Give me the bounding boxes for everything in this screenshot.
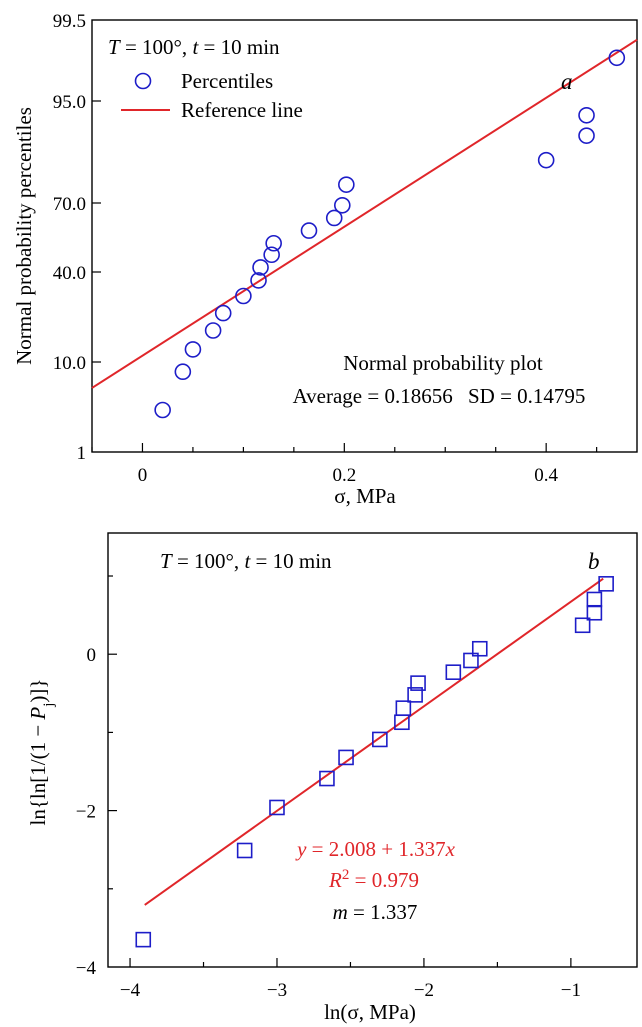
eq-x: x — [445, 837, 456, 861]
fit-line — [144, 577, 604, 906]
panel-a-x-axis-label: σ, MPa — [334, 484, 396, 508]
sd-label: SD = 0.14795 — [468, 384, 585, 408]
data-point-5 — [338, 749, 354, 766]
percentile-point-18 — [608, 49, 626, 67]
panel-a-legend: Percentiles Reference line — [121, 69, 303, 122]
data-point-1 — [135, 931, 152, 948]
normal-plot-title: Normal probability plot — [343, 351, 543, 375]
ylabel-suffix: )]} — [26, 679, 50, 703]
panel-b-ticks: −4 −3 −2 −1 −4 −2 0 — [76, 575, 581, 1001]
data-point-4 — [319, 770, 335, 787]
panel-a-y-tick-label: 95.0 — [53, 92, 86, 113]
panel-a-t-symbol: t — [192, 35, 199, 59]
percentile-point-14 — [338, 176, 355, 193]
panel-b-marks — [135, 576, 614, 948]
percentile-point-8 — [252, 259, 269, 276]
data-point-8 — [395, 700, 412, 716]
panel-a-ticks: 0 0.2 0.4 1 10.0 40.0 70.0 95.0 99.5 — [53, 11, 598, 486]
data-point-2 — [236, 842, 253, 859]
panel-b-x-axis-label: ln(σ, MPa) — [324, 1000, 416, 1024]
percentile-point-1 — [154, 401, 171, 419]
legend-reference-line-label: Reference line — [181, 98, 303, 122]
reference-line — [91, 38, 638, 389]
data-point-9 — [407, 687, 423, 703]
panel-a-T-symbol: T — [108, 35, 121, 59]
percentile-point-17 — [578, 106, 595, 124]
panel-a-marks — [91, 38, 638, 419]
fit-equation: y = 2.008 + 1.337x — [295, 837, 456, 861]
m-value: = 1.337 — [348, 900, 418, 924]
percentile-point-15 — [537, 151, 555, 169]
percentile-point-10 — [265, 234, 282, 252]
percentile-point-3 — [184, 341, 202, 358]
panel-b-T-value: = 100°, — [177, 549, 239, 573]
legend-percentiles-label: Percentiles — [181, 69, 273, 93]
percentile-point-2 — [174, 363, 192, 381]
panel-a-frame — [91, 19, 638, 453]
data-point-10 — [410, 675, 426, 691]
eq-y: y — [295, 837, 307, 861]
panel-a-letter: a — [561, 69, 573, 94]
panel-b-x-tick-label: −4 — [120, 980, 141, 1001]
percentile-point-6 — [235, 287, 252, 305]
data-point-16 — [586, 591, 603, 608]
r2-value: = 0.979 — [349, 868, 419, 892]
panel-b-y-tick-label: −4 — [76, 958, 97, 979]
panel-a-y-tick-label: 10.0 — [53, 353, 86, 374]
panel-b-x-tick-label: −2 — [414, 980, 434, 1001]
panel-a: 0 0.2 0.4 1 10.0 40.0 70.0 95.0 99.5 σ, MPa Norm… — [12, 11, 638, 508]
r2-R: R — [328, 868, 342, 892]
r2-exponent: 2 — [342, 867, 350, 883]
data-point-11 — [445, 664, 462, 680]
panel-a-x-tick-label: 0.4 — [534, 465, 558, 486]
percentile-point-7 — [250, 272, 267, 289]
percentile-point-12 — [325, 209, 343, 227]
ylabel-prefix: ln{ln[1/(1 − — [26, 720, 50, 826]
panel-a-condition: T = 100°, t = 10 min — [108, 35, 280, 59]
data-point-6 — [372, 731, 388, 748]
legend-circle-marker — [134, 72, 152, 90]
percentile-point-5 — [214, 304, 232, 322]
panel-b-T-symbol: T — [160, 549, 173, 573]
r-squared: R2 = 0.979 — [328, 867, 419, 892]
eq-body: = 2.008 + 1.337 — [306, 837, 445, 861]
m-symbol: m — [333, 900, 348, 924]
ylabel-subscript: j — [41, 703, 57, 708]
panel-b-y-tick-label: −2 — [76, 802, 96, 823]
panel-a-x-tick-label: 0.2 — [332, 465, 356, 486]
panel-b: −4 −3 −2 −1 −4 −2 0 ln(σ, MPa) ln{ln[1/(1 − Pj… — [26, 532, 638, 1024]
panel-b-x-tick-label: −3 — [267, 980, 287, 1001]
percentile-point-4 — [204, 322, 222, 339]
ylabel-P: P — [26, 707, 50, 721]
data-point-14 — [574, 617, 591, 634]
panel-a-t-value: = 10 min — [204, 35, 281, 59]
data-point-12 — [463, 652, 479, 669]
panel-b-y-tick-label: 0 — [87, 645, 97, 666]
panel-a-y-axis-label: Normal probability percentiles — [12, 107, 36, 365]
percentile-point-13 — [333, 197, 351, 214]
percentile-point-9 — [263, 246, 280, 264]
panel-b-t-value: = 10 min — [256, 549, 333, 573]
panel-b-letter: b — [588, 549, 600, 574]
data-point-3 — [269, 799, 285, 816]
panel-a-y-tick-label: 40.0 — [53, 263, 86, 284]
weibull-modulus: m = 1.337 — [333, 900, 418, 924]
data-point-17 — [598, 576, 614, 592]
percentile-point-11 — [300, 222, 318, 239]
panel-a-x-tick-label: 0 — [138, 465, 148, 486]
average-label: Average = 0.18656 — [293, 384, 453, 408]
panel-b-frame — [107, 532, 638, 968]
panel-b-condition: T = 100°, t = 10 min — [160, 549, 332, 573]
data-point-13 — [471, 640, 488, 657]
panel-b-y-axis-label: ln{ln[1/(1 − Pj)]} — [26, 679, 57, 826]
panel-a-y-tick-label: 1 — [77, 443, 87, 464]
panel-b-t-symbol: t — [244, 549, 251, 573]
panel-b-x-tick-label: −1 — [561, 980, 581, 1001]
panel-a-y-tick-label: 70.0 — [53, 194, 86, 215]
panel-a-y-tick-label: 99.5 — [53, 11, 86, 32]
panel-a-T-value: = 100°, — [125, 35, 187, 59]
percentile-point-16 — [578, 127, 595, 144]
normal-plot-stats: Average = 0.18656 SD = 0.14795 — [293, 384, 586, 408]
